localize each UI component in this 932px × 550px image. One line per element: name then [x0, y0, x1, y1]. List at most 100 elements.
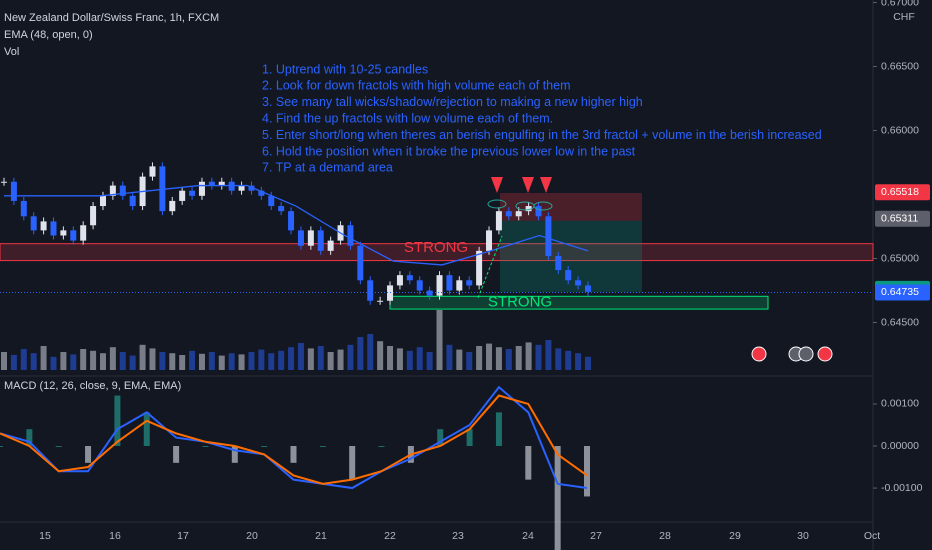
arrow: [540, 177, 552, 193]
candle: [169, 200, 176, 212]
candle: [70, 230, 77, 241]
candle: [278, 206, 285, 212]
candle: [238, 185, 245, 191]
histogram-bar: [378, 446, 385, 448]
histogram-bar: [26, 429, 33, 447]
candle: [258, 190, 265, 196]
price-tag-label: 0.65518: [881, 186, 919, 198]
histogram-bar: [0, 446, 3, 448]
event-icon[interactable]: [817, 346, 833, 362]
date-label: 20: [246, 530, 258, 542]
candle: [426, 290, 433, 296]
volume-bar: [278, 350, 285, 370]
candle: [288, 211, 295, 231]
y-tick-label: -0.00100: [881, 482, 923, 494]
candle: [129, 195, 136, 207]
volume-bar: [109, 347, 116, 370]
candle: [416, 280, 423, 291]
date-label: 15: [39, 530, 51, 542]
candle: [109, 185, 116, 196]
fractal-mark: [487, 199, 507, 209]
fractal-mark: [533, 201, 553, 211]
volume-bar: [268, 353, 275, 370]
volume-bar: [30, 353, 37, 370]
price-tag: [875, 210, 930, 227]
y-tick-label: 0.66500: [881, 60, 919, 72]
histogram-bar: [466, 429, 473, 447]
volume-bar: [416, 347, 423, 370]
event-icon[interactable]: [751, 346, 767, 362]
zone-label: STRONG: [488, 294, 552, 311]
plot: STRONG STRONG: [0, 2, 877, 550]
volume-bar: [367, 334, 374, 370]
date-label: 17: [177, 530, 189, 542]
volume-bar: [555, 348, 562, 370]
volume-bar: [396, 348, 403, 370]
volume-bar: [357, 337, 364, 370]
histogram-bar: [437, 429, 444, 447]
volume-bar: [406, 350, 413, 370]
volume-bar: [446, 344, 453, 370]
candle: [535, 206, 542, 217]
volume-bar: [525, 342, 532, 370]
volume-bar: [535, 344, 542, 370]
date-label: 21: [315, 530, 327, 542]
histogram-bar: [290, 446, 297, 463]
volume-bar: [228, 353, 235, 370]
candle: [268, 195, 275, 207]
volume-bar: [129, 355, 136, 370]
volume-bar: [565, 350, 572, 370]
date-label: 23: [452, 530, 464, 542]
candle: [149, 166, 156, 177]
volume-bar: [139, 344, 146, 370]
candle: [565, 270, 572, 281]
candle: [387, 285, 394, 301]
price-tag: [875, 284, 930, 301]
candle: [396, 275, 403, 286]
event-icon[interactable]: [798, 346, 814, 362]
volume-label: Vol: [4, 46, 19, 58]
volume-bar: [307, 348, 314, 370]
candle: [198, 181, 205, 196]
candle: [377, 300, 384, 302]
candle: [406, 275, 413, 281]
volume-bar: [169, 353, 176, 370]
volume-bar: [466, 352, 473, 370]
date-label: 29: [729, 530, 741, 542]
annotation-line: 4. Find the up fractols with low volume …: [262, 111, 553, 125]
candle: [80, 225, 87, 241]
histogram-bar: [114, 395, 121, 447]
volume-bar: [297, 343, 304, 370]
candle: [218, 181, 225, 186]
volume-bar: [248, 352, 255, 370]
zone: [0, 243, 874, 262]
volume-bar: [119, 352, 126, 370]
candle: [476, 250, 483, 286]
arrow: [491, 177, 503, 193]
volume-bar: [159, 352, 166, 370]
candle: [357, 245, 364, 281]
candle: [297, 230, 304, 246]
candle: [307, 230, 314, 246]
annotation-line: 6. Hold the position when it broke the p…: [262, 144, 636, 158]
candle: [208, 181, 215, 186]
price-tag: [875, 184, 930, 201]
annotation-line: 7. TP at a demand area: [262, 161, 393, 175]
histogram-bar: [319, 446, 326, 448]
histogram-bar: [231, 446, 238, 463]
price-tag-label: 0.64735: [881, 286, 919, 298]
date-label: 27: [590, 530, 602, 542]
candle: [189, 190, 196, 196]
candle: [456, 280, 463, 291]
trend-line: [477, 235, 503, 299]
candle: [10, 181, 17, 201]
volume-bar: [327, 352, 334, 370]
volume-bar: [505, 349, 512, 370]
candle: [317, 230, 324, 251]
candle: [60, 230, 67, 236]
y-tick-label: 0.64500: [881, 316, 919, 328]
candle: [466, 280, 473, 286]
candle: [515, 211, 522, 217]
candle: [20, 200, 27, 217]
